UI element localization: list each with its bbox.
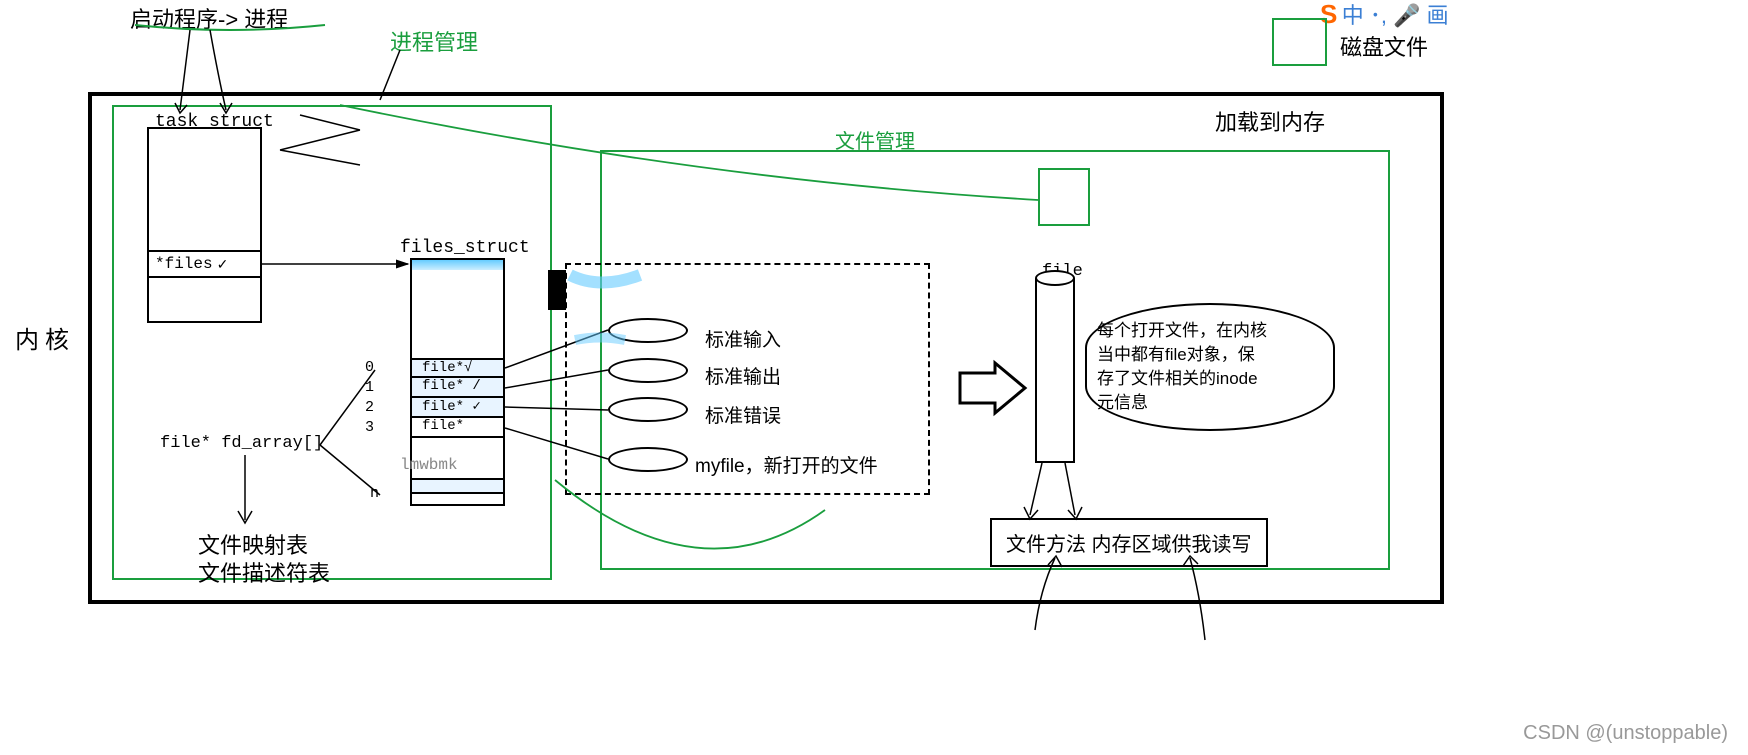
fd-row-3: file* [410, 418, 505, 438]
fd-array-label: file* fd_array[] [160, 434, 323, 453]
fd-idx-n: n [370, 485, 379, 502]
file-desc-3: 存了文件相关的inode [1097, 367, 1323, 391]
inner-green-box [1038, 168, 1090, 226]
files-ptr-label: *files [155, 255, 213, 273]
ellipse-myfile [608, 447, 688, 472]
stdout-label: 标准输出 [705, 362, 781, 389]
fd-array-rows: file*√ file* / file* ✓ file* [410, 358, 505, 438]
fd-row-n [410, 478, 505, 494]
fd-idx-1: 1 [365, 378, 374, 398]
fs-highlight-top [412, 260, 503, 270]
proc-mgmt-label: 进程管理 [390, 25, 478, 57]
stderr-label: 标准错误 [705, 401, 781, 428]
fd-idx-0: 0 [365, 358, 374, 378]
file-desc-2: 当中都有file对象，保 [1097, 343, 1323, 367]
fd-idx-3: 3 [365, 418, 374, 438]
file-mgmt-label: 文件管理 [835, 125, 915, 154]
ellipse-stdin [608, 318, 688, 343]
disk-file-label: 磁盘文件 [1340, 30, 1428, 62]
fd-idx-2: 2 [365, 398, 374, 418]
file-obj-box [1035, 278, 1075, 463]
files-struct-label: files_struct [400, 238, 530, 258]
watermark-lmwbmk: lmwbmk [400, 456, 458, 474]
file-desc-1: 每个打开文件，在内核 [1097, 319, 1323, 343]
fd-row-2: file* ✓ [410, 398, 505, 418]
top-title: 启动程序-> 进程 [130, 2, 288, 34]
files-ptr-row: *files ✓ [147, 250, 262, 278]
ime-indicator: S 中 ･, 🎤 画 [1320, 0, 1449, 30]
file-methods-label: 文件方法 内存区域供我读写 [1006, 534, 1252, 556]
fd-row-0: file*√ [410, 358, 505, 378]
file-desc-4: 元信息 [1097, 391, 1323, 415]
file-obj-cap [1035, 270, 1075, 286]
fd-indices: 0 1 2 3 [365, 358, 374, 438]
disk-file-box [1272, 18, 1327, 66]
black-bar [548, 270, 566, 310]
file-methods-box: 文件方法 内存区域供我读写 [990, 518, 1268, 567]
file-desc-bubble: 每个打开文件，在内核 当中都有file对象，保 存了文件相关的inode 元信息 [1085, 303, 1335, 431]
myfile-label: myfile，新打开的文件 [695, 451, 878, 478]
kernel-label: 内核 [15, 320, 75, 355]
sogou-text: 中 ･, 🎤 画 [1342, 3, 1449, 28]
ellipse-stdout [608, 358, 688, 383]
ellipse-stderr [608, 397, 688, 422]
fd-row-1: file* / [410, 378, 505, 398]
task-struct-box [147, 127, 262, 323]
big-arrow-icon [955, 358, 1035, 418]
csdn-watermark: CSDN @(unstoppable) [1523, 722, 1728, 745]
map-table-2: 文件描述符表 [198, 556, 330, 588]
stdin-label: 标准输入 [705, 325, 781, 352]
